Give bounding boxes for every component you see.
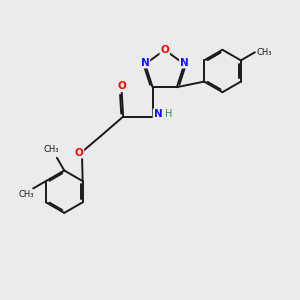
Text: O: O: [75, 148, 83, 158]
Text: N: N: [154, 109, 162, 119]
Text: CH₃: CH₃: [256, 48, 272, 57]
Text: O: O: [117, 81, 126, 91]
Text: N: N: [180, 58, 189, 68]
Text: CH₃: CH₃: [18, 190, 34, 199]
Text: N: N: [141, 58, 149, 68]
Text: O: O: [160, 45, 169, 55]
Text: H: H: [165, 109, 172, 119]
Text: CH₃: CH₃: [44, 145, 59, 154]
